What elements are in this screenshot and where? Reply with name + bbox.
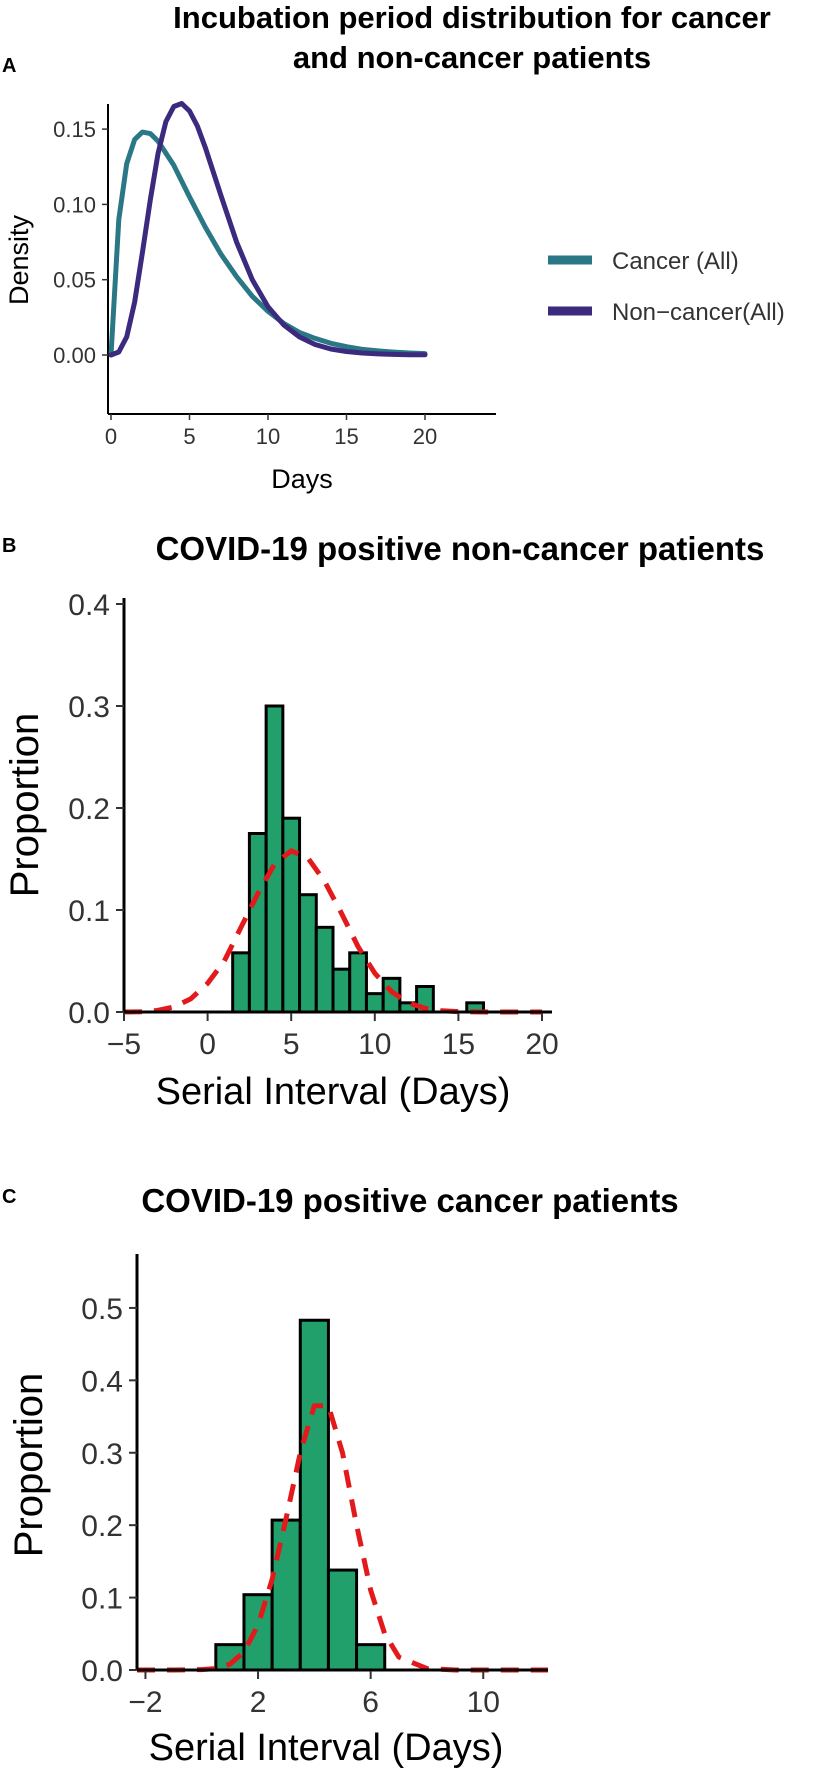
panel-label-a: A	[2, 55, 16, 77]
chart-a-title-line-1: Incubation period distribution for cance…	[173, 0, 771, 35]
histogram-bar	[298, 1318, 330, 1672]
chart-b-y-tick-label: 0.3	[68, 691, 110, 724]
chart-c-y-tick-label: 0.2	[81, 1510, 123, 1543]
legend-label-cancer: Cancer (All)	[612, 248, 739, 275]
histogram-bar	[326, 1568, 359, 1672]
histogram-bar	[242, 1593, 274, 1672]
histogram-bar	[314, 925, 335, 1014]
chart-c-x-label: Serial Interval (Days)	[149, 1727, 504, 1769]
histogram-bar	[231, 951, 251, 1014]
chart-c-y-tick-label: 0.4	[81, 1365, 123, 1398]
panel-c: C COVID-19 positive cancer patients 0.0 0…	[2, 1182, 679, 1769]
chart-a-legend: Cancer (All) Non−cancer(All)	[548, 248, 785, 326]
chart-b-y-tick-label: 0.1	[68, 895, 110, 928]
chart-c-x-tick-label: 2	[250, 1686, 267, 1719]
histogram-bar	[298, 893, 318, 1014]
chart-a-x-tick-label: 10	[256, 424, 280, 449]
chart-c-y-tick-label: 0.0	[81, 1655, 123, 1688]
histogram-bar	[281, 816, 302, 1014]
chart-b-y-tick-label: 0.0	[68, 997, 110, 1030]
chart-b-y-label: Proportion	[3, 713, 47, 898]
series-line-cancer	[108, 129, 428, 358]
chart-b-y-tick-label: 0.4	[68, 589, 110, 622]
chart-b-x-tick-label: 5	[283, 1028, 300, 1061]
panel-label-b: B	[2, 535, 16, 557]
chart-a-title-line-2: and non-cancer patients	[293, 40, 651, 75]
chart-b-y-tick-label: 0.2	[68, 793, 110, 826]
series-line-non-cancer	[108, 101, 428, 358]
chart-a-x-label: Days	[271, 464, 333, 494]
panel-label-c: C	[2, 1186, 16, 1208]
chart-b-x-label: Serial Interval (Days)	[156, 1071, 511, 1113]
chart-a-x-tick-label: 0	[105, 424, 117, 449]
chart-b-x-tick-label: −5	[107, 1028, 141, 1061]
chart-b-x-tick-label: 10	[358, 1028, 391, 1061]
histogram-bar	[331, 967, 352, 1014]
panel-b: B COVID-19 positive non-cancer patients …	[2, 530, 764, 1113]
histogram-bar	[364, 992, 385, 1014]
chart-a-y-tick-label: 0.10	[53, 192, 96, 217]
histogram-bar	[348, 951, 368, 1014]
chart-c-title: COVID-19 positive cancer patients	[141, 1182, 678, 1219]
chart-c-y-tick-label: 0.1	[81, 1583, 123, 1616]
chart-a-y-tick-label: 0.15	[53, 117, 96, 142]
histogram-bar	[264, 704, 285, 1014]
panel-a: A Incubation period distribution for can…	[2, 0, 785, 494]
chart-a-x-tick-label: 5	[183, 424, 195, 449]
histogram-bar	[355, 1643, 387, 1672]
chart-b-x-tick-label: 15	[442, 1028, 475, 1061]
chart-c-y-label: Proportion	[7, 1373, 51, 1558]
chart-b-x-tick-label: 0	[199, 1028, 216, 1061]
chart-a-y-label: Density	[4, 214, 34, 305]
legend-label-non-cancer: Non−cancer(All)	[612, 299, 785, 326]
chart-c-y-tick-label: 0.5	[81, 1293, 123, 1326]
chart-a-y-tick-label: 0.05	[53, 268, 96, 293]
chart-c-x-tick-label: 10	[467, 1686, 500, 1719]
chart-c-y-tick-label: 0.3	[81, 1438, 123, 1471]
chart-a-y-tick-label: 0.00	[53, 343, 96, 368]
histogram-bar	[247, 832, 268, 1014]
chart-b-x-tick-label: 20	[525, 1028, 558, 1061]
chart-b-title: COVID-19 positive non-cancer patients	[156, 530, 765, 567]
chart-a-x-tick-label: 20	[413, 424, 437, 449]
chart-c-x-tick-label: 6	[362, 1686, 379, 1719]
histogram-bar	[270, 1518, 302, 1672]
chart-c-x-tick-label: −2	[128, 1686, 162, 1719]
chart-a-x-tick-label: 15	[334, 424, 358, 449]
